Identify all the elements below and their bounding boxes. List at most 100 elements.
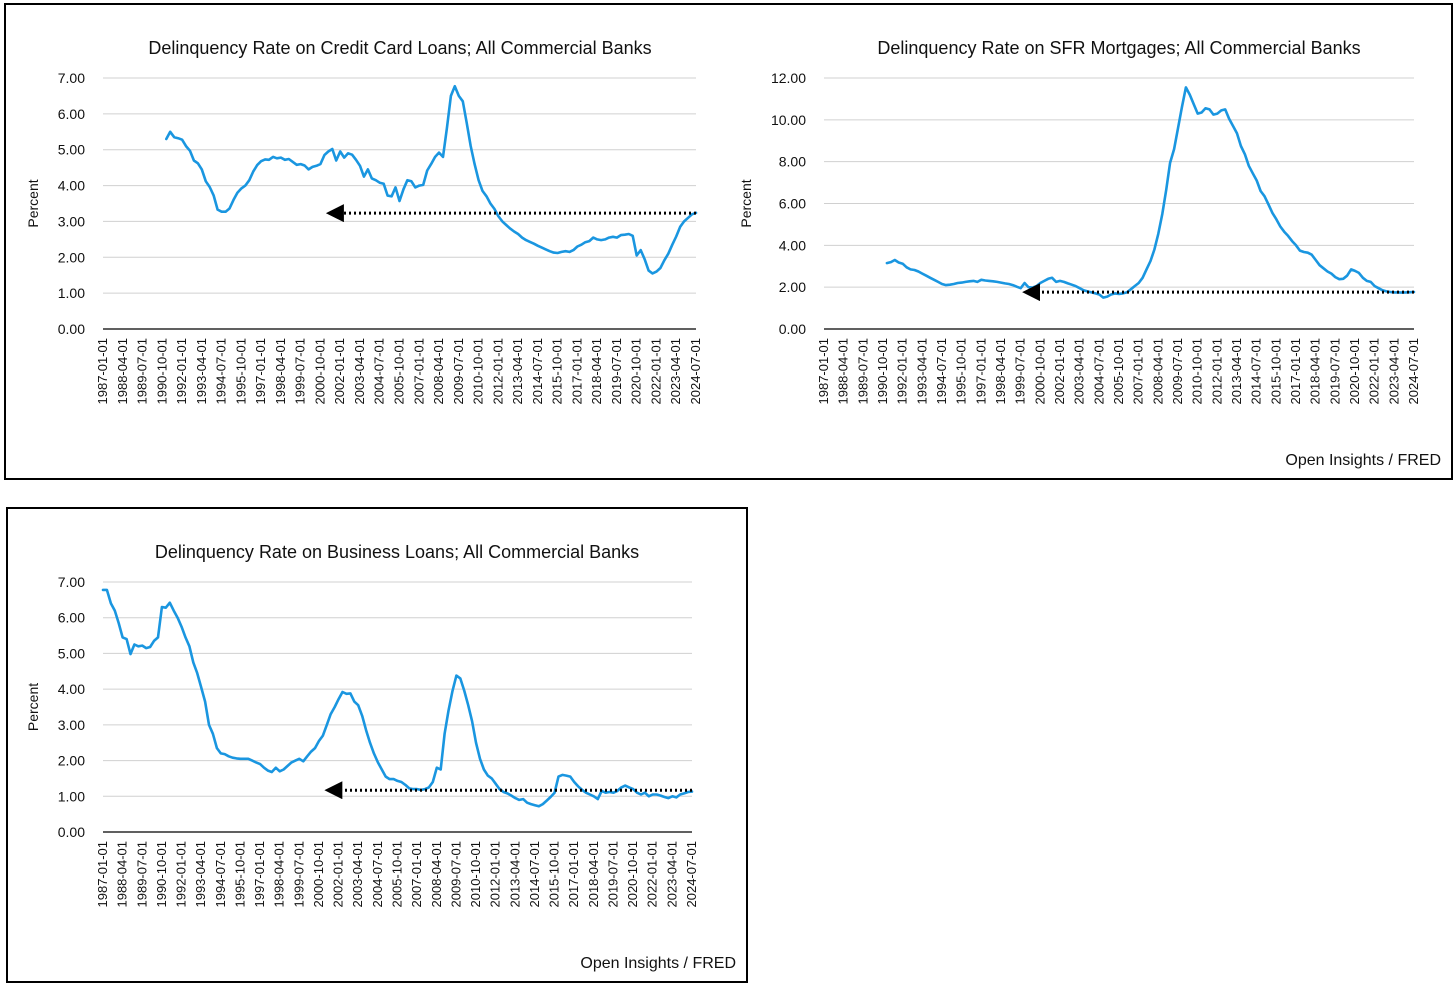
x-tick-label: 1998-04-01 xyxy=(993,338,1008,405)
source-label: Open Insights / FRED xyxy=(580,955,736,972)
series-line xyxy=(885,86,1416,299)
y-tick-label: 4.00 xyxy=(779,237,806,253)
x-tick-label: 2005-10-01 xyxy=(392,338,407,405)
x-tick-label: 2013-04-01 xyxy=(510,338,525,405)
x-tick-label: 2008-04-01 xyxy=(429,841,444,908)
y-tick-label: 2.00 xyxy=(58,249,85,265)
x-tick-label: 1995-10-01 xyxy=(232,841,247,908)
x-tick-label: 1989-07-01 xyxy=(134,841,149,908)
x-tick-label: 1989-07-01 xyxy=(855,338,870,405)
x-tick-label: 1990-10-01 xyxy=(154,338,169,405)
x-tick-label: 2003-04-01 xyxy=(1072,338,1087,405)
x-tick-label: 2008-04-01 xyxy=(431,338,446,405)
y-tick-label: 6.00 xyxy=(58,610,85,626)
x-tick-label: 2003-04-01 xyxy=(352,338,367,405)
y-tick-label: 3.00 xyxy=(58,213,85,229)
chart-business-loans: Delinquency Rate on Business Loans; All … xyxy=(25,542,699,908)
x-tick-label: 1997-01-01 xyxy=(252,841,267,908)
x-tick-label: 2022-01-01 xyxy=(645,841,660,908)
x-tick-label: 2024-07-01 xyxy=(1406,338,1421,405)
x-tick-label: 2015-10-01 xyxy=(547,841,562,908)
x-tick-label: 2009-07-01 xyxy=(1170,338,1185,405)
x-tick-label: 1987-01-01 xyxy=(816,338,831,405)
x-tick-label: 2018-04-01 xyxy=(586,841,601,908)
x-tick-label: 2000-10-01 xyxy=(312,338,327,405)
x-tick-label: 2023-04-01 xyxy=(1386,338,1401,405)
x-tick-label: 2014-07-01 xyxy=(527,841,542,908)
x-tick-label: 2004-07-01 xyxy=(370,841,385,908)
x-tick-label: 2019-07-01 xyxy=(609,338,624,405)
x-tick-label: 2015-10-01 xyxy=(550,338,565,405)
chart-title: Delinquency Rate on Business Loans; All … xyxy=(155,542,639,562)
y-tick-label: 12.00 xyxy=(771,70,806,86)
y-tick-label: 2.00 xyxy=(58,753,85,769)
x-tick-label: 2024-07-01 xyxy=(688,338,703,405)
x-tick-label: 1999-07-01 xyxy=(291,841,306,908)
x-tick-label: 2010-10-01 xyxy=(468,841,483,908)
chart-credit-card: Delinquency Rate on Credit Card Loans; A… xyxy=(25,38,703,405)
x-tick-label: 2014-07-01 xyxy=(530,338,545,405)
y-tick-label: 5.00 xyxy=(58,142,85,158)
x-tick-label: 1993-04-01 xyxy=(914,338,929,405)
x-tick-label: 2020-10-01 xyxy=(625,841,640,908)
x-tick-label: 1990-10-01 xyxy=(154,841,169,908)
x-tick-label: 2002-01-01 xyxy=(332,338,347,405)
x-tick-label: 2000-10-01 xyxy=(311,841,326,908)
chart-title: Delinquency Rate on SFR Mortgages; All C… xyxy=(877,38,1360,58)
x-tick-label: 2017-01-01 xyxy=(569,338,584,405)
x-tick-label: 2022-01-01 xyxy=(1367,338,1382,405)
x-tick-label: 2003-04-01 xyxy=(350,841,365,908)
y-tick-label: 4.00 xyxy=(58,681,85,697)
x-tick-label: 1997-01-01 xyxy=(253,338,268,405)
x-tick-label: 2007-01-01 xyxy=(1131,338,1146,405)
chart-sfr-mortgages: Delinquency Rate on SFR Mortgages; All C… xyxy=(738,38,1421,405)
y-tick-label: 10.00 xyxy=(771,112,806,128)
x-tick-label: 2012-01-01 xyxy=(488,841,503,908)
x-tick-label: 2004-07-01 xyxy=(1091,338,1106,405)
x-tick-label: 2007-01-01 xyxy=(409,841,424,908)
x-tick-label: 2013-04-01 xyxy=(507,841,522,908)
y-tick-label: 6.00 xyxy=(58,106,85,122)
x-tick-label: 1994-07-01 xyxy=(934,338,949,405)
y-tick-label: 3.00 xyxy=(58,717,85,733)
x-tick-label: 2000-10-01 xyxy=(1032,338,1047,405)
y-tick-label: 4.00 xyxy=(58,178,85,194)
x-tick-label: 2002-01-01 xyxy=(331,841,346,908)
x-tick-label: 1994-07-01 xyxy=(213,841,228,908)
y-tick-label: 6.00 xyxy=(779,196,806,212)
x-tick-label: 2005-10-01 xyxy=(390,841,405,908)
x-tick-label: 1987-01-01 xyxy=(95,841,110,908)
x-tick-label: 2012-01-01 xyxy=(1209,338,1224,405)
y-tick-label: 5.00 xyxy=(58,645,85,661)
x-tick-label: 2020-10-01 xyxy=(629,338,644,405)
chart-title: Delinquency Rate on Credit Card Loans; A… xyxy=(148,38,651,58)
x-tick-label: 2023-04-01 xyxy=(668,338,683,405)
x-tick-label: 1992-01-01 xyxy=(174,841,189,908)
y-axis-label: Percent xyxy=(738,179,754,227)
x-tick-label: 1989-07-01 xyxy=(135,338,150,405)
x-tick-label: 1998-04-01 xyxy=(273,338,288,405)
x-tick-label: 1992-01-01 xyxy=(174,338,189,405)
x-tick-label: 1994-07-01 xyxy=(214,338,229,405)
x-tick-label: 1997-01-01 xyxy=(973,338,988,405)
x-tick-label: 2024-07-01 xyxy=(684,841,699,908)
x-tick-label: 2007-01-01 xyxy=(411,338,426,405)
x-tick-label: 2019-07-01 xyxy=(605,841,620,908)
x-tick-label: 1988-04-01 xyxy=(115,841,130,908)
bottom-chart-panel: Open Insights / FRED xyxy=(6,507,748,983)
x-tick-label: 2009-07-01 xyxy=(451,338,466,405)
top-chart-panel: Open Insights / FRED xyxy=(4,3,1453,480)
x-tick-label: 1988-04-01 xyxy=(115,338,130,405)
x-tick-label: 2014-07-01 xyxy=(1249,338,1264,405)
x-tick-label: 2019-07-01 xyxy=(1327,338,1342,405)
series-line xyxy=(101,588,694,808)
x-tick-label: 2005-10-01 xyxy=(1111,338,1126,405)
y-tick-label: 1.00 xyxy=(58,788,85,804)
series-line xyxy=(165,84,698,275)
y-tick-label: 0.00 xyxy=(58,321,85,337)
x-tick-label: 2020-10-01 xyxy=(1347,338,1362,405)
x-tick-label: 2010-10-01 xyxy=(1190,338,1205,405)
x-tick-label: 1993-04-01 xyxy=(193,841,208,908)
x-tick-label: 1987-01-01 xyxy=(95,338,110,405)
